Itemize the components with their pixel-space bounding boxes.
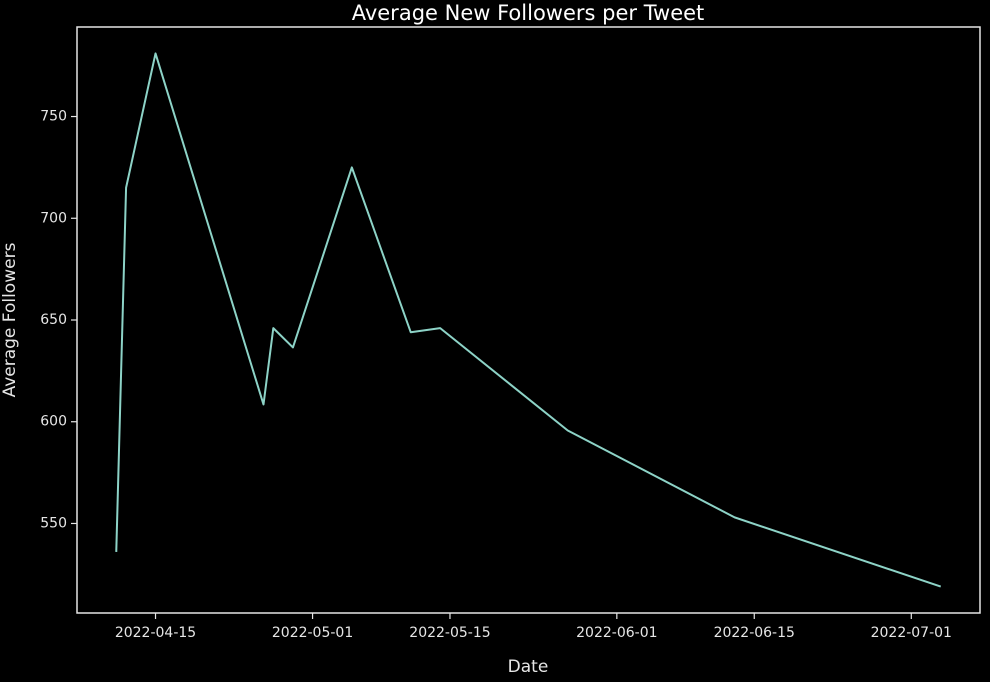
chart-title: Average New Followers per Tweet [352, 1, 705, 25]
x-tick-label: 2022-06-15 [714, 625, 795, 641]
x-tick-label: 2022-05-15 [409, 625, 490, 641]
x-tick-label: 2022-04-15 [115, 625, 196, 641]
x-tick-label: 2022-05-01 [272, 625, 353, 641]
data-line [115, 52, 942, 588]
plot-frame [76, 26, 981, 614]
y-tick-label: 700 [40, 210, 67, 226]
y-tick-label: 650 [40, 312, 67, 328]
x-tick-label: 2022-07-01 [871, 625, 952, 641]
x-axis-label: Date [508, 657, 549, 677]
y-tick-label: 750 [40, 109, 67, 125]
y-tick-label: 600 [40, 414, 67, 430]
y-tick-label: 550 [40, 515, 67, 531]
x-tick-label: 2022-06-01 [576, 625, 657, 641]
y-axis-label: Average Followers [0, 242, 20, 397]
